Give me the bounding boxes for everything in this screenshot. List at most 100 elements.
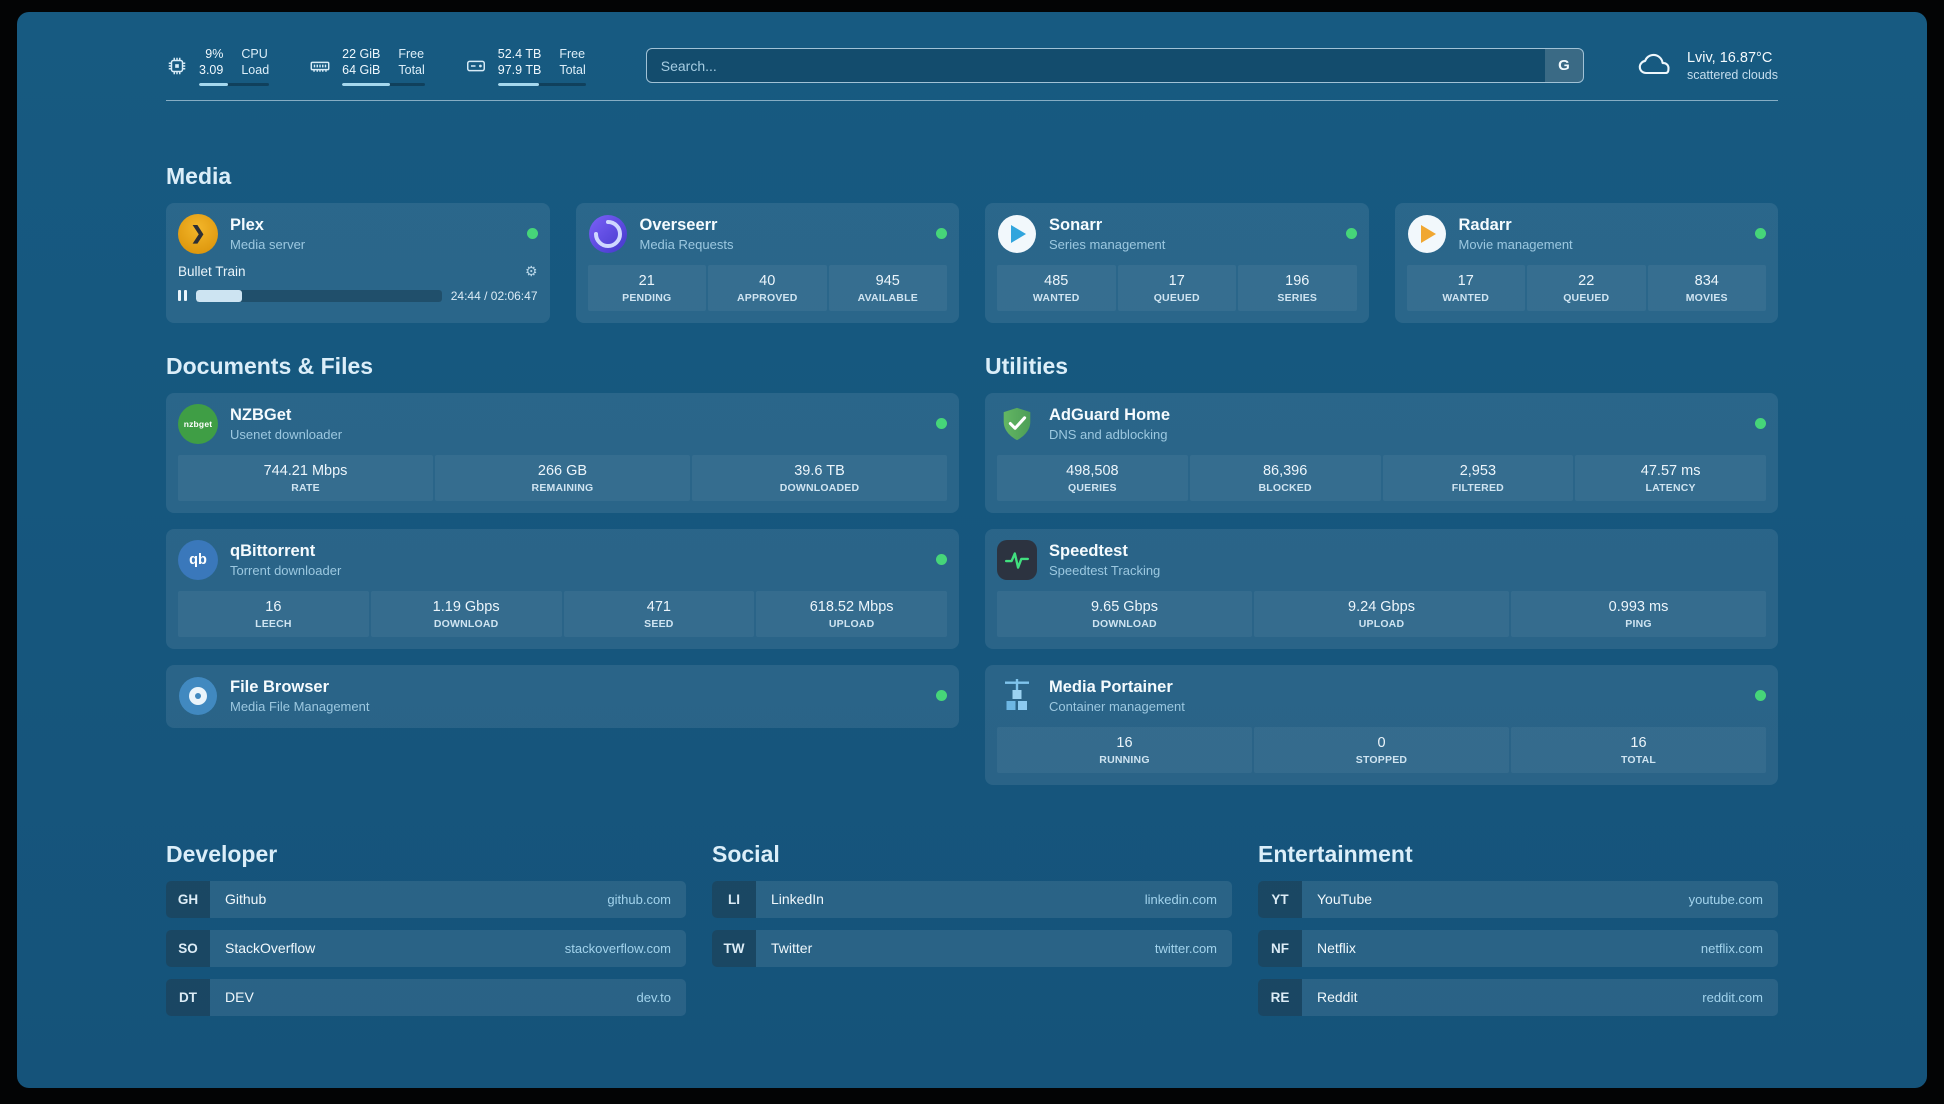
app-name: File Browser [230, 677, 330, 696]
search-provider-button[interactable]: G [1544, 49, 1583, 83]
app-card-sonarr[interactable]: Sonarr Series management 485 WANTED 17 Q… [985, 202, 1369, 323]
bookmark-github[interactable]: GH Github github.com [166, 880, 686, 918]
section-developer: Developer GH Github github.com SO StackO… [166, 841, 686, 1016]
stat-series: 196 SERIES [1238, 264, 1357, 311]
stat-available: 945 AVAILABLE [828, 264, 947, 311]
topbar-divider [166, 99, 1778, 101]
bookmark-netflix[interactable]: NF Netflix netflix.com [1258, 929, 1778, 967]
qbittorrent-icon: qb [178, 539, 218, 580]
app-card-portainer[interactable]: Media Portainer Container management 16 … [985, 664, 1778, 785]
app-name: Sonarr [1049, 215, 1103, 234]
disk-icon [465, 55, 487, 77]
app-name: AdGuard Home [1049, 405, 1171, 424]
bookmark-linkedin[interactable]: LI LinkedIn linkedin.com [712, 880, 1232, 918]
app-subtitle: Series management [1049, 236, 1166, 252]
plex-icon: ❯ [178, 213, 218, 254]
adguard-icon [997, 404, 1037, 444]
stat-download: 1.19 Gbps DOWNLOAD [370, 590, 562, 637]
bookmark-domain: stackoverflow.com [564, 940, 671, 956]
stat-latency: 47.57 ms LATENCY [1575, 454, 1766, 501]
now-playing-title: Bullet Train [178, 263, 246, 279]
disk-free-value: 52.4 TB [497, 47, 542, 61]
app-card-qbittorrent[interactable]: qb qBittorrent Torrent downloader 16 LEE… [166, 528, 959, 649]
status-dot [1755, 690, 1766, 701]
app-card-speedtest[interactable]: Speedtest Speedtest Tracking 9.65 Gbps D… [985, 528, 1778, 649]
bookmark-stackoverflow[interactable]: SO StackOverflow stackoverflow.com [166, 929, 686, 967]
memory-widget: 22 GiB Free 64 GiB Total [309, 46, 425, 86]
stat-stopped: 0 STOPPED [1254, 726, 1509, 773]
stat-pending: 21 PENDING [587, 264, 706, 311]
stat-wanted: 485 WANTED [997, 264, 1116, 311]
bookmark-domain: netflix.com [1700, 940, 1763, 956]
stat-blocked: 86,396 BLOCKED [1189, 454, 1381, 501]
app-name: qBittorrent [230, 541, 316, 560]
app-subtitle: Container management [1049, 698, 1185, 714]
bookmark-dev[interactable]: DT DEV dev.to [166, 978, 686, 1016]
memory-usage-bar [342, 82, 425, 86]
stat-total: 16 TOTAL [1511, 726, 1766, 773]
radarr-icon [1407, 214, 1447, 254]
search-bar: G [645, 48, 1584, 84]
app-name: Radarr [1458, 215, 1512, 234]
bookmark-domain: twitter.com [1154, 940, 1217, 956]
app-card-plex[interactable]: ❯ Plex Media server Bullet Train ⚙ [166, 202, 550, 323]
section-title-media: Media [166, 162, 232, 189]
bookmark-domain: linkedin.com [1144, 891, 1217, 907]
app-subtitle: Media File Management [230, 698, 370, 714]
gear-icon[interactable]: ⚙ [524, 262, 538, 279]
memory-total-value: 64 GiB [342, 63, 381, 78]
load-label: Load [241, 63, 270, 78]
stat-queued: 17 QUEUED [1117, 264, 1236, 311]
bookmark-domain: reddit.com [1702, 989, 1763, 1005]
bookmark-name: Reddit [1317, 989, 1358, 1005]
stat-filtered: 2,953 FILTERED [1382, 454, 1574, 501]
cpu-widget: 9% CPU 3.09 Load [166, 46, 270, 86]
bookmark-name: StackOverflow [225, 940, 316, 956]
stat-download: 9.65 Gbps DOWNLOAD [997, 590, 1252, 637]
app-subtitle: Usenet downloader [230, 426, 343, 442]
weather-widget: Lviv, 16.87°C scattered clouds [1636, 50, 1778, 82]
section-title-social: Social [712, 840, 780, 867]
stat-rate: 744.21 Mbps RATE [178, 454, 433, 501]
bookmark-abbr: DT [166, 978, 210, 1016]
stat-seed: 471 SEED [563, 590, 755, 637]
speedtest-icon [997, 539, 1037, 580]
bookmark-twitter[interactable]: TW Twitter twitter.com [712, 929, 1232, 967]
top-bar: 9% CPU 3.09 Load [166, 46, 1778, 86]
section-media: Media ❯ Plex Media server Bullet Train [166, 163, 1778, 323]
app-name: Media Portainer [1049, 677, 1173, 696]
bookmark-abbr: NF [1258, 929, 1302, 967]
bookmark-name: YouTube [1317, 891, 1373, 907]
search-input[interactable] [645, 48, 1584, 84]
overseerr-icon [588, 214, 628, 254]
app-card-filebrowser[interactable]: File Browser Media File Management [166, 664, 959, 728]
bookmark-abbr: LI [712, 880, 756, 918]
memory-icon [309, 55, 331, 77]
bookmark-name: LinkedIn [771, 891, 824, 907]
stat-wanted: 17 WANTED [1406, 264, 1525, 311]
bookmark-domain: github.com [607, 891, 671, 907]
app-card-adguard[interactable]: AdGuard Home DNS and adblocking 498,508 … [985, 392, 1778, 513]
bookmark-abbr: TW [712, 929, 756, 967]
bookmark-name: Twitter [771, 940, 813, 956]
dashboard-root: 9% CPU 3.09 Load [17, 12, 1927, 1088]
section-title-developer: Developer [166, 840, 278, 867]
bookmark-name: DEV [225, 989, 254, 1005]
app-card-overseerr[interactable]: Overseerr Media Requests 21 PENDING 40 A… [575, 202, 959, 323]
bookmark-name: Github [225, 891, 267, 907]
pause-button[interactable] [178, 290, 187, 301]
memory-free-label: Free [398, 47, 425, 61]
app-card-radarr[interactable]: Radarr Movie management 17 WANTED 22 QUE… [1394, 202, 1778, 323]
section-utilities: Utilities [985, 353, 1778, 785]
status-dot [1755, 228, 1766, 239]
bookmark-domain: dev.to [636, 989, 671, 1005]
app-card-nzbget[interactable]: nzbget NZBGet Usenet downloader 744.21 M… [166, 392, 959, 513]
bookmark-domain: youtube.com [1688, 891, 1763, 907]
load-value: 3.09 [199, 63, 224, 78]
section-documents: Documents & Files nzbget NZBGet Usenet d… [166, 353, 959, 785]
playback-time: 24:44 / 02:06:47 [450, 288, 538, 303]
bookmark-youtube[interactable]: YT YouTube youtube.com [1258, 880, 1778, 918]
bookmark-reddit[interactable]: RE Reddit reddit.com [1258, 978, 1778, 1016]
disk-total-value: 97.9 TB [497, 63, 542, 78]
memory-total-label: Total [398, 63, 425, 78]
